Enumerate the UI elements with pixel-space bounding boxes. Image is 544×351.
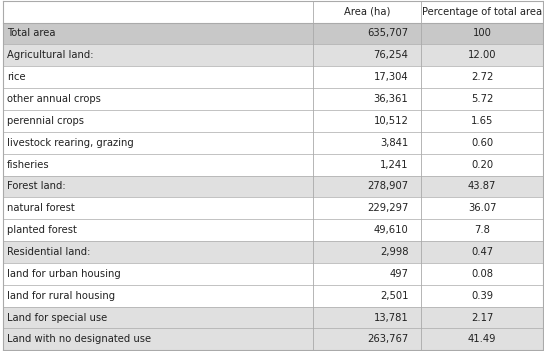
Bar [3, 66, 543, 88]
Bar [3, 154, 543, 176]
Text: 10,512: 10,512 [374, 116, 409, 126]
Bar [3, 197, 543, 219]
Text: 3,841: 3,841 [380, 138, 409, 148]
Bar [3, 241, 543, 263]
Text: land for rural housing: land for rural housing [7, 291, 115, 301]
Bar [3, 22, 543, 44]
Text: 1,241: 1,241 [380, 160, 409, 170]
Bar [3, 44, 543, 66]
Text: 76,254: 76,254 [374, 50, 409, 60]
Text: 41.49: 41.49 [468, 335, 496, 344]
Text: fisheries: fisheries [7, 160, 50, 170]
Text: planted forest: planted forest [7, 225, 77, 235]
Text: 0.20: 0.20 [471, 160, 493, 170]
Bar [3, 285, 543, 307]
Text: 13,781: 13,781 [374, 312, 409, 323]
Bar [3, 110, 543, 132]
Text: 100: 100 [473, 28, 492, 39]
Bar [3, 219, 543, 241]
Text: natural forest: natural forest [7, 203, 75, 213]
Text: livestock rearing, grazing: livestock rearing, grazing [7, 138, 134, 148]
Text: 36,361: 36,361 [374, 94, 409, 104]
Text: 5.72: 5.72 [471, 94, 493, 104]
Text: 497: 497 [390, 269, 409, 279]
Text: Agricultural land:: Agricultural land: [7, 50, 94, 60]
Bar [3, 307, 543, 329]
Text: Land for special use: Land for special use [7, 312, 107, 323]
Text: perennial crops: perennial crops [7, 116, 84, 126]
Text: 229,297: 229,297 [367, 203, 409, 213]
Text: 2.17: 2.17 [471, 312, 493, 323]
Text: Residential land:: Residential land: [7, 247, 90, 257]
Bar [3, 1, 543, 22]
Text: Total area: Total area [7, 28, 55, 39]
Text: 43.87: 43.87 [468, 181, 496, 191]
Text: 0.39: 0.39 [471, 291, 493, 301]
Text: 2,501: 2,501 [380, 291, 409, 301]
Text: 36.07: 36.07 [468, 203, 496, 213]
Text: 0.47: 0.47 [471, 247, 493, 257]
Text: 7.8: 7.8 [474, 225, 490, 235]
Bar [3, 263, 543, 285]
Bar [3, 132, 543, 154]
Text: 263,767: 263,767 [367, 335, 409, 344]
Text: 278,907: 278,907 [367, 181, 409, 191]
Text: 635,707: 635,707 [367, 28, 409, 39]
Text: Land with no designated use: Land with no designated use [7, 335, 151, 344]
Text: Area (ha): Area (ha) [344, 7, 391, 16]
Text: land for urban housing: land for urban housing [7, 269, 121, 279]
Bar [3, 329, 543, 350]
Text: 2,998: 2,998 [380, 247, 409, 257]
Text: Forest land:: Forest land: [7, 181, 66, 191]
Text: Percentage of total area: Percentage of total area [422, 7, 542, 16]
Text: other annual crops: other annual crops [7, 94, 101, 104]
Bar [3, 176, 543, 197]
Text: 2.72: 2.72 [471, 72, 493, 82]
Text: 1.65: 1.65 [471, 116, 493, 126]
Text: 49,610: 49,610 [374, 225, 409, 235]
Text: 0.08: 0.08 [471, 269, 493, 279]
Bar [3, 88, 543, 110]
Text: rice: rice [7, 72, 26, 82]
Text: 17,304: 17,304 [374, 72, 409, 82]
Text: 0.60: 0.60 [471, 138, 493, 148]
Text: 12.00: 12.00 [468, 50, 496, 60]
